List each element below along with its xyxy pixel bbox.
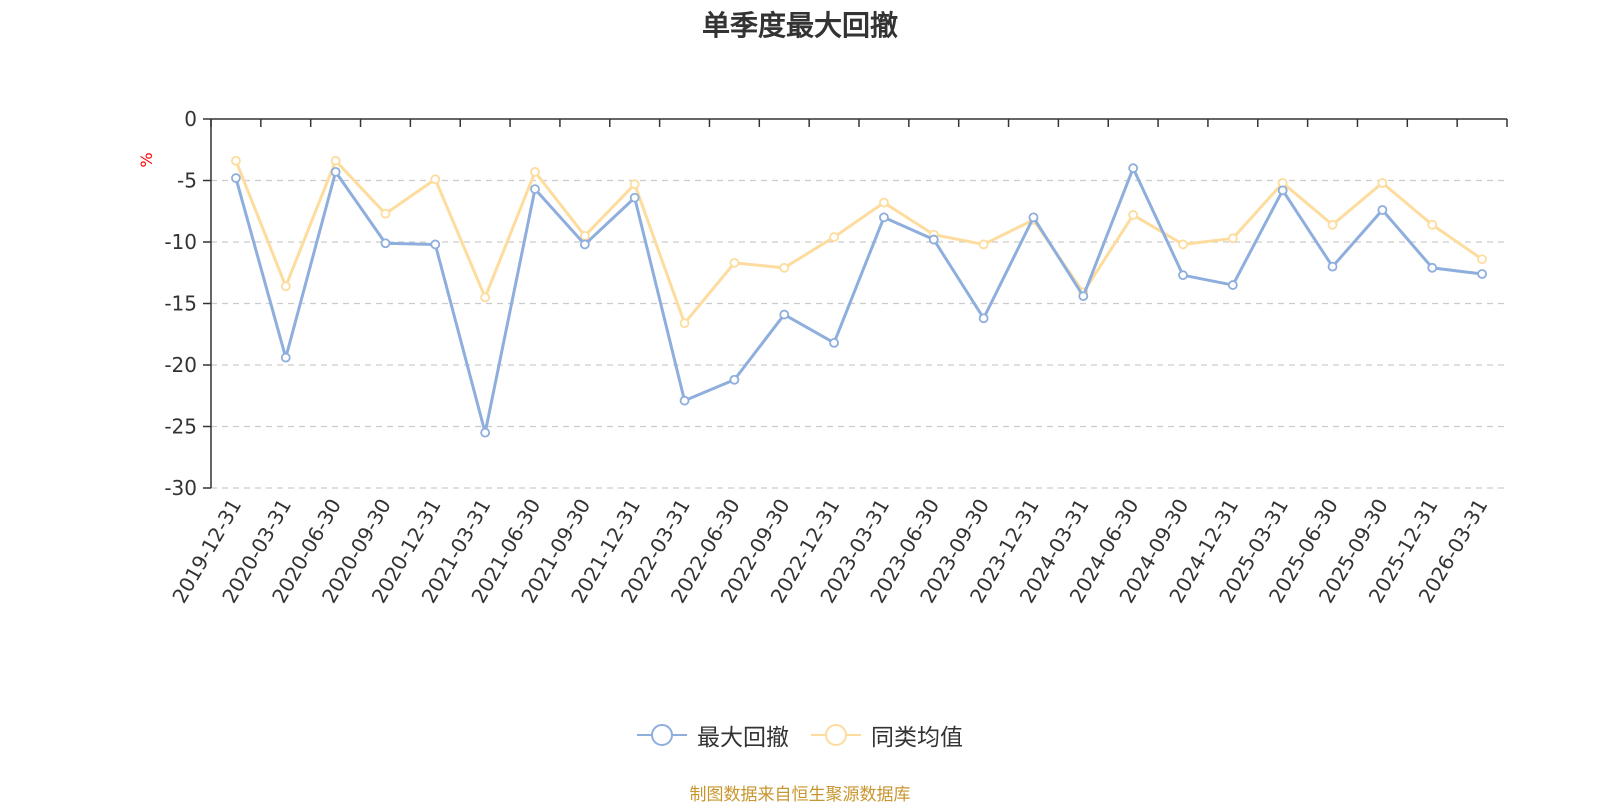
data-point [879,197,889,208]
chart-title: 单季度最大回撤 [701,9,898,42]
y-tick-label: -25 [164,415,197,439]
data-point [1377,205,1388,215]
data-point [978,313,989,324]
data-point [679,395,690,406]
data-point [779,309,790,320]
data-point [480,292,491,303]
series-line [234,159,1483,325]
legend-marker-drawdown [637,724,687,746]
series-peer-average [231,155,1487,329]
series-line [234,166,1483,435]
legend-item-peer-average[interactable]: 同类均值 [811,718,963,752]
legend: 最大回撤 同类均值 [0,718,1600,752]
y-ticks: 0 -5 -10 -15 -20 -25 -30 [164,107,211,500]
data-point [530,184,540,195]
data-point [1178,239,1188,250]
y-tick-label: -10 [164,230,197,254]
x-ticks: 2019-12-312020-03-312020-06-302020-09-30… [167,119,1508,607]
y-tick-label: -20 [164,353,197,377]
data-point [629,179,640,190]
data-point [380,238,391,249]
data-point [829,232,839,242]
data-point [1427,262,1438,273]
data-point [530,166,540,177]
data-point [1128,163,1139,174]
data-point [280,352,291,363]
y-axis-label: % [137,152,156,167]
data-point [579,230,590,241]
y-tick-label: -5 [177,169,197,193]
data-point [729,258,740,268]
data-point [1427,219,1438,230]
data-point [1128,210,1139,220]
legend-item-drawdown[interactable]: 最大回撤 [637,718,789,752]
data-point [1377,178,1388,188]
y-tick-label: -30 [164,476,197,500]
data-point [1078,291,1089,302]
data-point [679,318,690,329]
data-point [579,239,590,250]
data-point [879,212,889,223]
legend-label-peer-average: 同类均值 [871,725,963,751]
data-point [729,374,740,385]
data-point [978,239,989,250]
data-point [1477,254,1487,265]
data-point [480,427,491,438]
series [231,155,1487,438]
y-tick-label: 0 [184,107,197,131]
data-point [1227,233,1238,244]
data-point [829,337,839,348]
data-point [1028,212,1039,223]
data-point [430,174,441,185]
data-source-note: 制图数据来自恒生聚源数据库 [689,785,911,805]
data-point [1277,185,1288,196]
data-point [928,234,939,245]
data-point [779,262,790,273]
data-point [1477,269,1487,279]
data-point [1327,219,1338,230]
data-point [1227,280,1238,290]
data-point [430,239,441,250]
data-point [380,208,391,219]
data-point [231,173,241,183]
data-point [1178,270,1188,281]
series-drawdown [231,163,1487,438]
data-point [231,155,241,166]
data-point [629,192,640,203]
y-tick-label: -15 [164,292,197,316]
data-point [330,155,341,166]
legend-label-drawdown: 最大回撤 [697,725,789,751]
data-point [330,166,341,177]
data-point [1327,261,1338,272]
data-point [280,281,291,292]
legend-marker-peer-average [811,724,861,746]
grid [211,179,1507,489]
